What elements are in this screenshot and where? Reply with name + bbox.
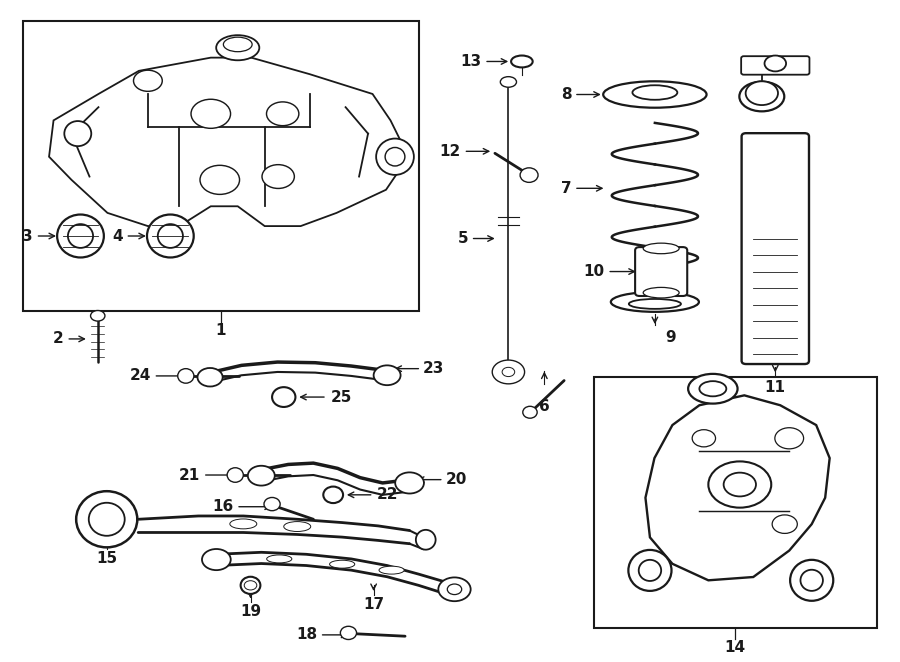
Ellipse shape xyxy=(177,369,194,383)
Circle shape xyxy=(244,581,256,590)
Ellipse shape xyxy=(633,85,678,100)
Ellipse shape xyxy=(147,214,194,258)
Circle shape xyxy=(133,70,162,91)
Ellipse shape xyxy=(323,487,343,503)
Text: 11: 11 xyxy=(765,380,786,395)
Text: 10: 10 xyxy=(583,264,605,279)
Ellipse shape xyxy=(340,626,356,639)
Ellipse shape xyxy=(688,374,738,404)
Text: 24: 24 xyxy=(130,369,151,383)
Circle shape xyxy=(745,81,778,105)
Text: 16: 16 xyxy=(212,499,233,514)
Ellipse shape xyxy=(284,522,310,532)
Ellipse shape xyxy=(227,468,243,483)
Ellipse shape xyxy=(523,406,537,418)
Ellipse shape xyxy=(57,214,104,258)
Ellipse shape xyxy=(500,77,517,87)
Text: 8: 8 xyxy=(561,87,572,102)
Ellipse shape xyxy=(740,81,784,111)
Ellipse shape xyxy=(266,555,292,563)
Ellipse shape xyxy=(629,299,681,309)
Circle shape xyxy=(202,549,230,570)
Text: 15: 15 xyxy=(96,551,117,566)
FancyBboxPatch shape xyxy=(742,133,809,364)
Text: 18: 18 xyxy=(296,628,317,642)
Text: 21: 21 xyxy=(179,467,200,483)
Circle shape xyxy=(492,360,525,384)
Ellipse shape xyxy=(611,292,699,312)
Text: 20: 20 xyxy=(446,472,467,487)
Text: 6: 6 xyxy=(539,399,550,414)
FancyBboxPatch shape xyxy=(742,56,809,75)
Ellipse shape xyxy=(264,497,280,510)
Circle shape xyxy=(266,102,299,126)
Circle shape xyxy=(197,368,222,387)
Ellipse shape xyxy=(644,243,680,254)
Ellipse shape xyxy=(603,81,706,108)
Ellipse shape xyxy=(644,287,680,298)
Ellipse shape xyxy=(329,560,355,568)
Ellipse shape xyxy=(89,502,125,536)
Text: 13: 13 xyxy=(460,54,482,69)
Circle shape xyxy=(438,577,471,601)
Ellipse shape xyxy=(385,148,405,166)
Text: 25: 25 xyxy=(330,389,352,404)
Text: 5: 5 xyxy=(457,231,468,246)
Circle shape xyxy=(708,461,771,508)
Text: 14: 14 xyxy=(724,640,746,655)
Circle shape xyxy=(191,99,230,128)
Text: 9: 9 xyxy=(666,330,676,345)
Ellipse shape xyxy=(379,566,404,574)
Text: 3: 3 xyxy=(22,228,33,244)
Circle shape xyxy=(262,165,294,189)
Ellipse shape xyxy=(699,381,726,397)
Ellipse shape xyxy=(230,519,256,529)
Ellipse shape xyxy=(511,56,533,68)
Bar xyxy=(594,377,877,628)
Circle shape xyxy=(395,473,424,493)
Ellipse shape xyxy=(223,37,252,52)
Ellipse shape xyxy=(520,168,538,182)
Text: 12: 12 xyxy=(439,144,461,159)
Circle shape xyxy=(91,310,105,321)
Text: 22: 22 xyxy=(376,487,398,502)
Ellipse shape xyxy=(64,121,91,146)
Text: 7: 7 xyxy=(561,181,572,196)
Text: 1: 1 xyxy=(216,323,226,338)
Ellipse shape xyxy=(216,35,259,60)
Ellipse shape xyxy=(800,570,823,591)
Text: 23: 23 xyxy=(423,361,445,376)
Circle shape xyxy=(248,466,274,486)
Ellipse shape xyxy=(272,387,295,407)
Circle shape xyxy=(502,367,515,377)
Circle shape xyxy=(724,473,756,496)
Circle shape xyxy=(692,430,716,447)
Circle shape xyxy=(447,584,462,594)
FancyBboxPatch shape xyxy=(635,247,688,296)
Text: 4: 4 xyxy=(112,228,122,244)
Bar xyxy=(23,21,418,311)
Ellipse shape xyxy=(628,550,671,591)
Ellipse shape xyxy=(76,491,138,547)
Circle shape xyxy=(775,428,804,449)
Text: 17: 17 xyxy=(363,597,384,612)
Ellipse shape xyxy=(158,224,183,248)
Circle shape xyxy=(200,166,239,195)
Ellipse shape xyxy=(416,530,436,549)
Text: 19: 19 xyxy=(240,604,261,620)
Circle shape xyxy=(374,365,400,385)
Circle shape xyxy=(764,56,786,71)
Ellipse shape xyxy=(639,560,662,581)
Text: 2: 2 xyxy=(53,332,64,346)
Ellipse shape xyxy=(68,224,93,248)
Circle shape xyxy=(772,515,797,534)
Ellipse shape xyxy=(376,138,414,175)
Ellipse shape xyxy=(240,577,260,594)
Ellipse shape xyxy=(790,560,833,601)
